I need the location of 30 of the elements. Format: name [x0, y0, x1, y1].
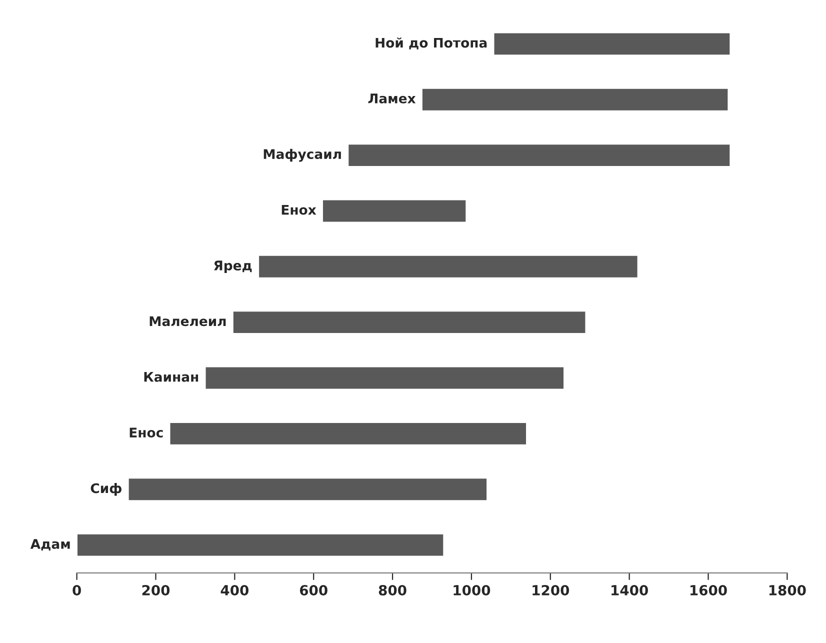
bar: [347, 143, 732, 168]
bar: [421, 87, 730, 112]
bar: [76, 532, 445, 558]
x-tick-label: 400: [220, 584, 249, 596]
y-tick-label: Яред: [214, 260, 252, 274]
x-tick-label: 1800: [769, 584, 806, 596]
y-tick-label: Ламех: [368, 94, 416, 104]
bar: [232, 310, 587, 334]
x-tick-label: 600: [300, 584, 328, 596]
y-tick-label: Енох: [282, 204, 316, 215]
x-tick-label: 0: [72, 584, 81, 596]
bar: [322, 198, 468, 224]
y-tick-label: Енос: [130, 428, 163, 438]
x-tick-label: 800: [378, 584, 406, 596]
x-tick-label: 1400: [612, 584, 648, 596]
y-tick-label: Сиф: [90, 483, 122, 496]
bar: [168, 422, 528, 446]
x-tick-label: 1000: [454, 584, 490, 596]
bar: [204, 366, 565, 390]
x-tick-label: 200: [142, 584, 170, 596]
bar: [127, 477, 488, 502]
y-tick-label: Ной до Потопа: [376, 37, 487, 50]
bar: [258, 254, 639, 279]
y-tick-label: Малелеил: [150, 316, 226, 326]
x-tick-label: 1600: [690, 584, 727, 596]
y-tick-label: Адам: [30, 539, 70, 551]
y-tick-label: Мафусаил: [264, 148, 341, 162]
x-tick-label: 1200: [532, 584, 570, 596]
y-tick-label: Каинан: [144, 372, 198, 382]
bar: [492, 32, 732, 56]
